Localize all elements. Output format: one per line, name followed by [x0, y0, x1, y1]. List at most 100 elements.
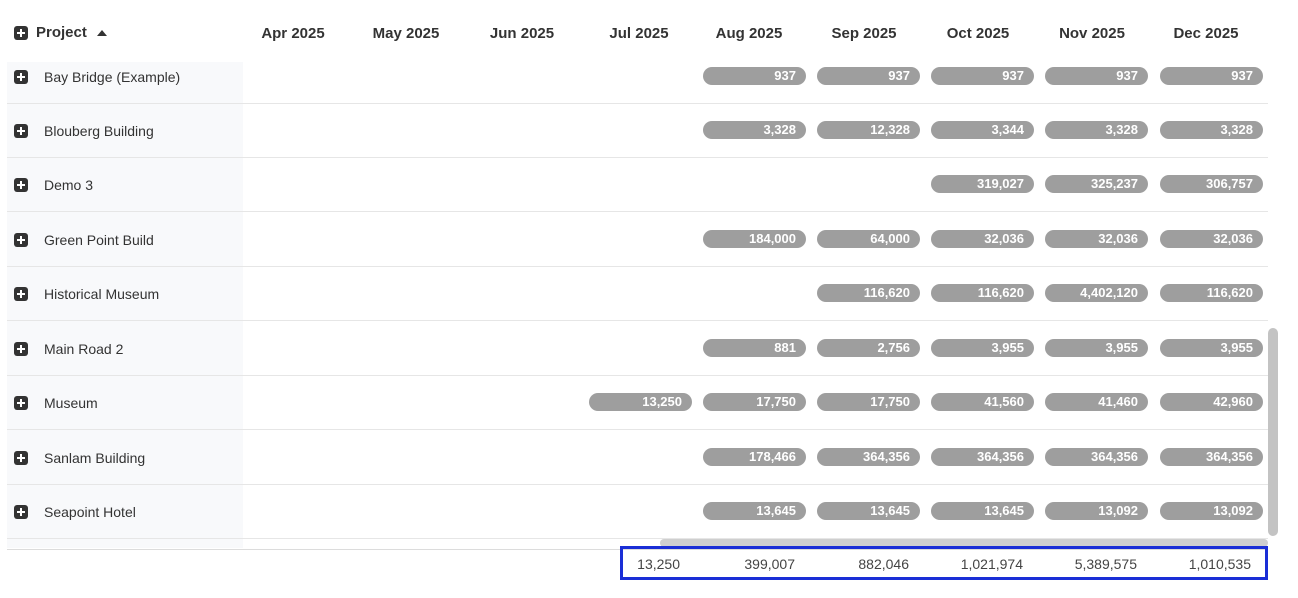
- row-divider: [7, 211, 1268, 212]
- expand-row-icon[interactable]: [14, 287, 28, 301]
- month-value-pill[interactable]: 17,750: [817, 393, 920, 411]
- totals-highlight-box: [620, 546, 1268, 580]
- month-value-pill[interactable]: 937: [703, 67, 806, 85]
- month-value-pill[interactable]: 32,036: [1160, 230, 1263, 248]
- project-cell[interactable]: Sanlam Building: [14, 431, 145, 485]
- table-row[interactable]: Bay Bridge (Example) 937 937 937 937 937: [7, 50, 1268, 104]
- project-cell[interactable]: Seapoint Hotel: [14, 485, 136, 539]
- month-value-pill[interactable]: 306,757: [1160, 175, 1263, 193]
- month-value-pill[interactable]: 13,250: [589, 393, 692, 411]
- month-value-pill[interactable]: 13,092: [1160, 502, 1263, 520]
- expand-all-icon[interactable]: [14, 25, 28, 40]
- month-value-pill[interactable]: 937: [931, 67, 1034, 85]
- month-value-pill[interactable]: 3,344: [931, 121, 1034, 139]
- expand-row-icon[interactable]: [14, 124, 28, 138]
- vertical-scrollbar[interactable]: [1268, 328, 1278, 536]
- project-name: Green Point Build: [44, 232, 154, 248]
- month-value-pill[interactable]: 937: [1045, 67, 1148, 85]
- month-value-pill[interactable]: 3,955: [1045, 339, 1148, 357]
- month-value-pill[interactable]: 319,027: [931, 175, 1034, 193]
- footer-divider: [7, 549, 1268, 550]
- month-value-pill[interactable]: 3,955: [931, 339, 1034, 357]
- expand-row-icon[interactable]: [14, 396, 28, 410]
- month-value-pill[interactable]: 184,000: [703, 230, 806, 248]
- month-header-7[interactable]: Nov 2025: [1059, 25, 1125, 42]
- table-row[interactable]: Main Road 2 881 2,756 3,955 3,955 3,955: [7, 322, 1268, 376]
- month-value-pill[interactable]: 325,237: [1045, 175, 1148, 193]
- month-value-pill[interactable]: 13,645: [703, 502, 806, 520]
- month-header-6[interactable]: Oct 2025: [946, 25, 1010, 42]
- table-row[interactable]: Museum 13,250 17,750 17,750 41,560 41,460 42,9…: [7, 376, 1268, 430]
- month-value-pill[interactable]: 3,328: [703, 121, 806, 139]
- row-divider: [7, 484, 1268, 485]
- horizontal-scrollbar[interactable]: [660, 539, 1268, 547]
- project-name: Sanlam Building: [44, 450, 146, 466]
- project-cell[interactable]: Main Road 2: [14, 322, 123, 376]
- month-value-pill[interactable]: 937: [1160, 67, 1263, 85]
- month-value-pill[interactable]: 937: [817, 67, 920, 85]
- month-value-pill[interactable]: 3,328: [1160, 121, 1263, 139]
- project-cell[interactable]: Historical Museum: [14, 267, 159, 321]
- month-value-pill[interactable]: 364,356: [1160, 448, 1263, 466]
- table-header: Project Apr 2025 May 2025 Jun 2025 Jul 2025…: [0, 0, 1298, 62]
- month-header-5[interactable]: Sep 2025: [831, 25, 897, 42]
- month-value-pill[interactable]: 42,960: [1160, 393, 1263, 411]
- project-name: Bay Bridge (Example): [44, 69, 181, 85]
- month-value-pill[interactable]: 364,356: [817, 448, 920, 466]
- month-header-8[interactable]: Dec 2025: [1173, 25, 1239, 42]
- project-name: Blouberg Building: [44, 123, 154, 139]
- month-value-pill[interactable]: 3,328: [1045, 121, 1148, 139]
- month-value-pill[interactable]: 32,036: [1045, 230, 1148, 248]
- expand-row-icon[interactable]: [14, 178, 28, 192]
- project-cell[interactable]: Green Point Build: [14, 213, 154, 267]
- project-name-column: [7, 62, 243, 548]
- project-name: Main Road 2: [44, 341, 124, 357]
- month-value-pill[interactable]: 32,036: [931, 230, 1034, 248]
- project-column-header[interactable]: Project: [14, 24, 107, 41]
- expand-row-icon[interactable]: [14, 505, 28, 519]
- month-value-pill[interactable]: 12,328: [817, 121, 920, 139]
- table-row[interactable]: Sanlam Building 178,466 364,356 364,356 364,…: [7, 431, 1268, 485]
- month-value-pill[interactable]: 41,560: [931, 393, 1034, 411]
- month-value-pill[interactable]: 116,620: [817, 284, 920, 302]
- month-value-pill[interactable]: 178,466: [703, 448, 806, 466]
- month-value-pill[interactable]: 3,955: [1160, 339, 1263, 357]
- total-cell: 1,010,535: [1188, 556, 1251, 572]
- row-divider: [7, 103, 1268, 104]
- month-value-pill[interactable]: 13,092: [1045, 502, 1148, 520]
- month-value-pill[interactable]: 41,460: [1045, 393, 1148, 411]
- month-value-pill[interactable]: 4,402,120: [1045, 284, 1148, 302]
- expand-row-icon[interactable]: [14, 233, 28, 247]
- month-header-1[interactable]: May 2025: [372, 25, 440, 42]
- table-row[interactable]: Green Point Build 184,000 64,000 32,036 32,0…: [7, 213, 1268, 267]
- month-value-pill[interactable]: 116,620: [931, 284, 1034, 302]
- row-divider: [7, 266, 1268, 267]
- month-value-pill[interactable]: 2,756: [817, 339, 920, 357]
- month-value-pill[interactable]: 64,000: [817, 230, 920, 248]
- month-value-pill[interactable]: 13,645: [931, 502, 1034, 520]
- expand-row-icon[interactable]: [14, 342, 28, 356]
- table-row[interactable]: Seapoint Hotel 13,645 13,645 13,645 13,092 13…: [7, 485, 1268, 539]
- project-cell[interactable]: Blouberg Building: [14, 104, 154, 158]
- project-cell[interactable]: Bay Bridge (Example): [14, 50, 180, 104]
- month-value-pill[interactable]: 17,750: [703, 393, 806, 411]
- month-value-pill[interactable]: 364,356: [931, 448, 1034, 466]
- table-row[interactable]: Demo 3 319,027 325,237 306,757: [7, 158, 1268, 212]
- month-header-3[interactable]: Jul 2025: [609, 25, 669, 42]
- month-header-4[interactable]: Aug 2025: [715, 25, 783, 42]
- month-header-2[interactable]: Jun 2025: [489, 25, 555, 42]
- total-cell: 399,007: [744, 556, 795, 572]
- total-cell: 5,389,575: [1074, 556, 1137, 572]
- expand-row-icon[interactable]: [14, 451, 28, 465]
- month-value-pill[interactable]: 13,645: [817, 502, 920, 520]
- table-row[interactable]: Historical Museum 116,620 116,620 4,402,120…: [7, 267, 1268, 321]
- project-cell[interactable]: Demo 3: [14, 158, 93, 212]
- month-value-pill[interactable]: 116,620: [1160, 284, 1263, 302]
- month-header-0[interactable]: Apr 2025: [261, 25, 325, 42]
- month-value-pill[interactable]: 364,356: [1045, 448, 1148, 466]
- expand-row-icon[interactable]: [14, 70, 28, 84]
- month-value-pill[interactable]: 881: [703, 339, 806, 357]
- project-cell[interactable]: Museum: [14, 376, 98, 430]
- sort-ascending-icon[interactable]: [96, 29, 107, 36]
- table-row[interactable]: Blouberg Building 3,328 12,328 3,344 3,328 3,…: [7, 104, 1268, 158]
